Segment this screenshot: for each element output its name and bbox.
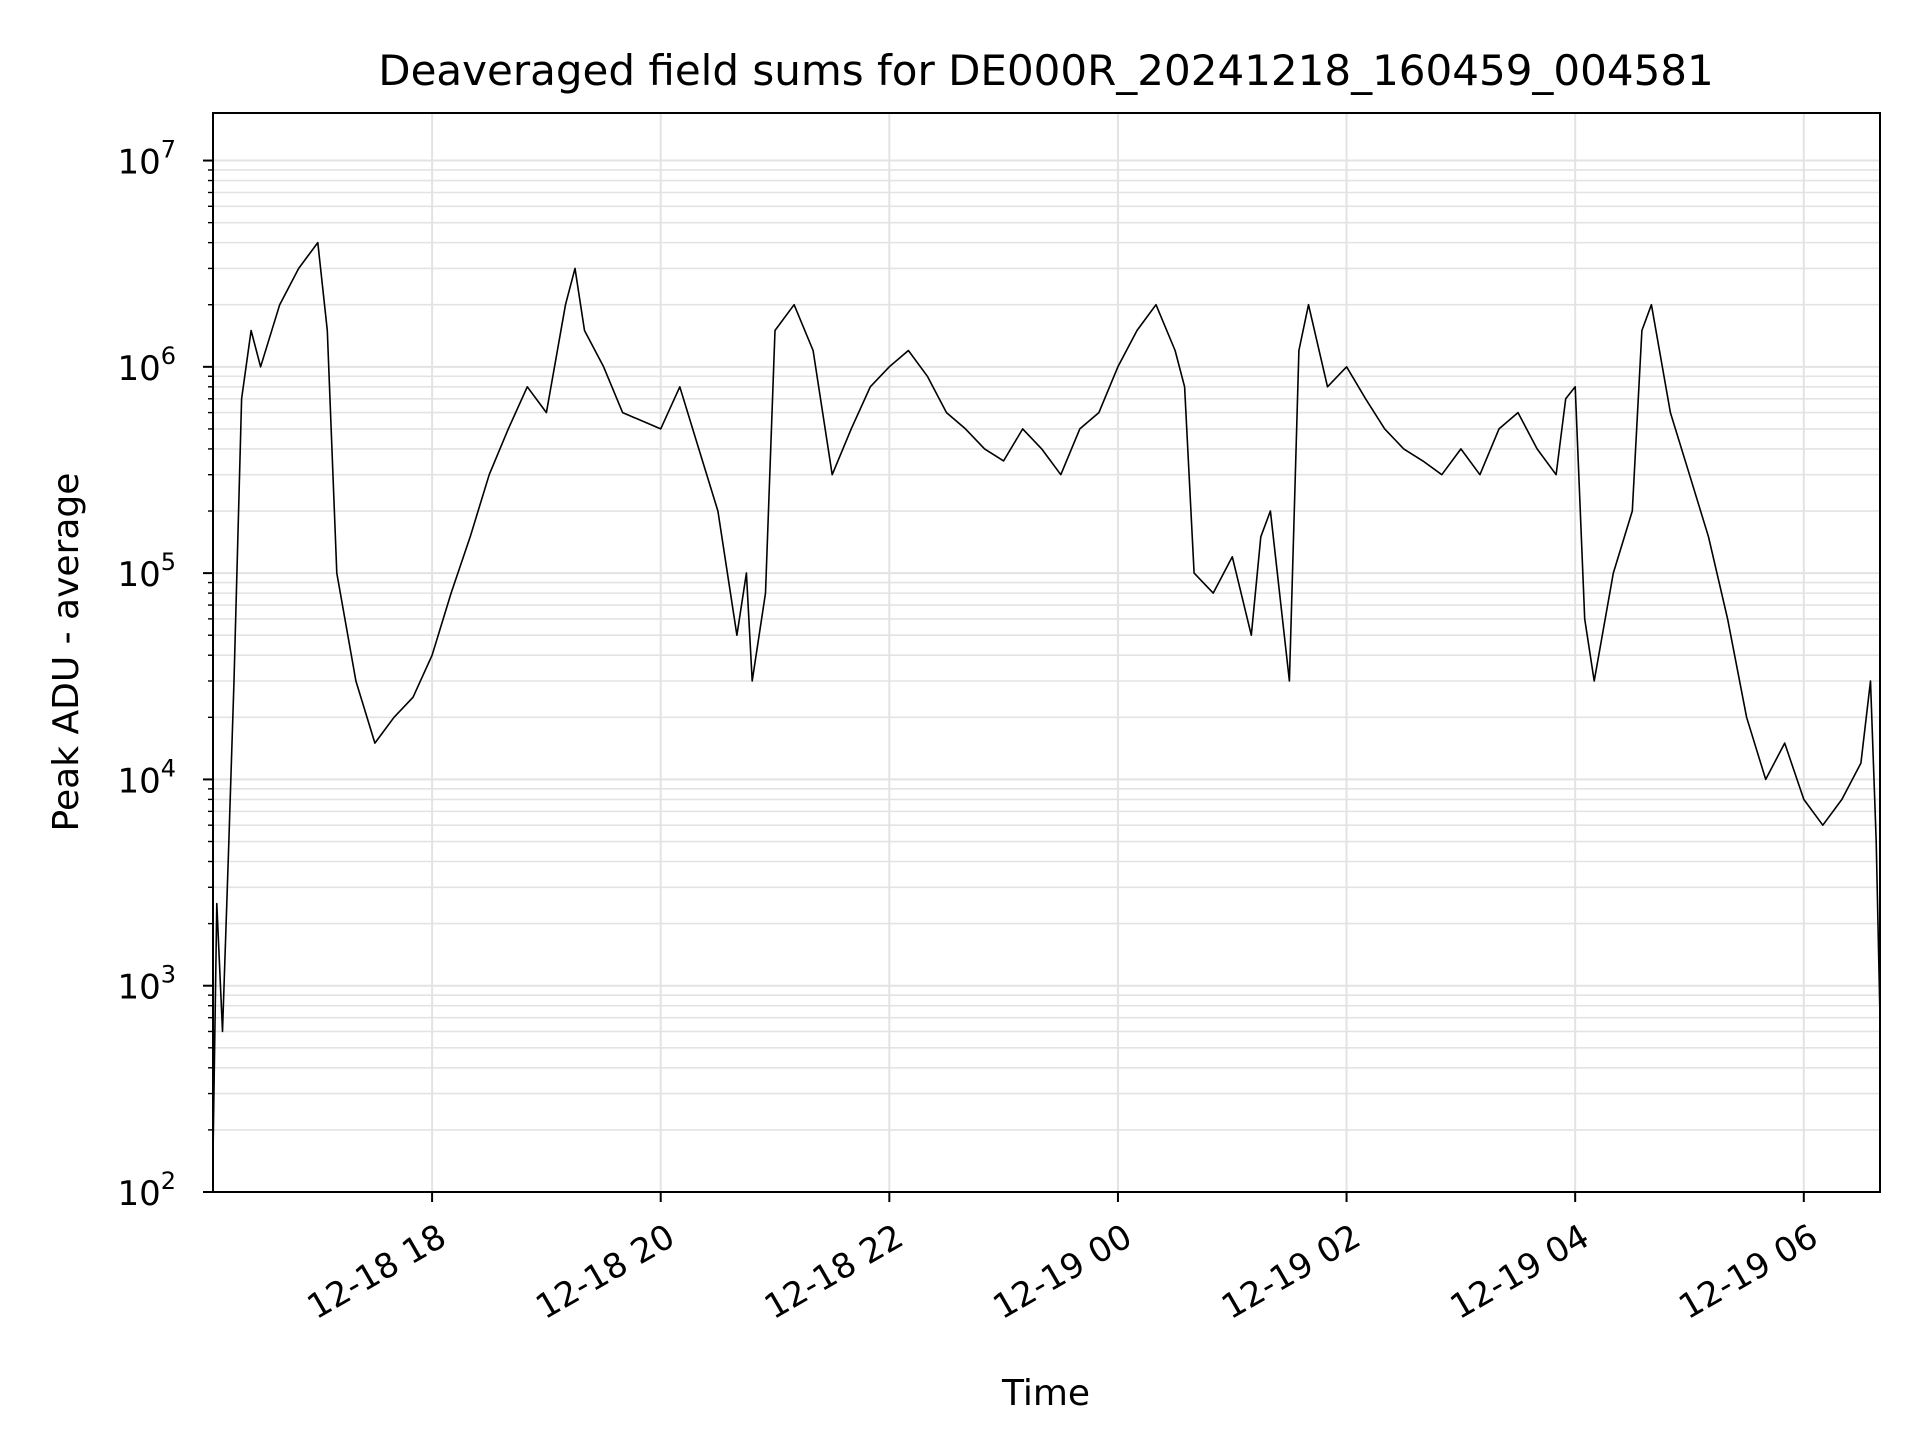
y-tick-label: 105 — [117, 548, 176, 595]
y-axis-label: Peak ADU - average — [46, 473, 87, 832]
y-tick-label: 104 — [117, 754, 176, 801]
data-series-line — [212, 241, 1881, 1156]
plot-area — [212, 241, 1881, 1156]
y-tick-label: 106 — [117, 342, 176, 389]
y-tick-label: 103 — [117, 961, 176, 1008]
chart-title: Deaveraged field sums for DE000R_2024121… — [378, 46, 1714, 95]
y-tick-label: 102 — [117, 1167, 176, 1214]
y-tick-label: 107 — [117, 136, 176, 183]
x-axis-label: Time — [1001, 1373, 1090, 1414]
plot-frame — [212, 112, 1881, 1193]
